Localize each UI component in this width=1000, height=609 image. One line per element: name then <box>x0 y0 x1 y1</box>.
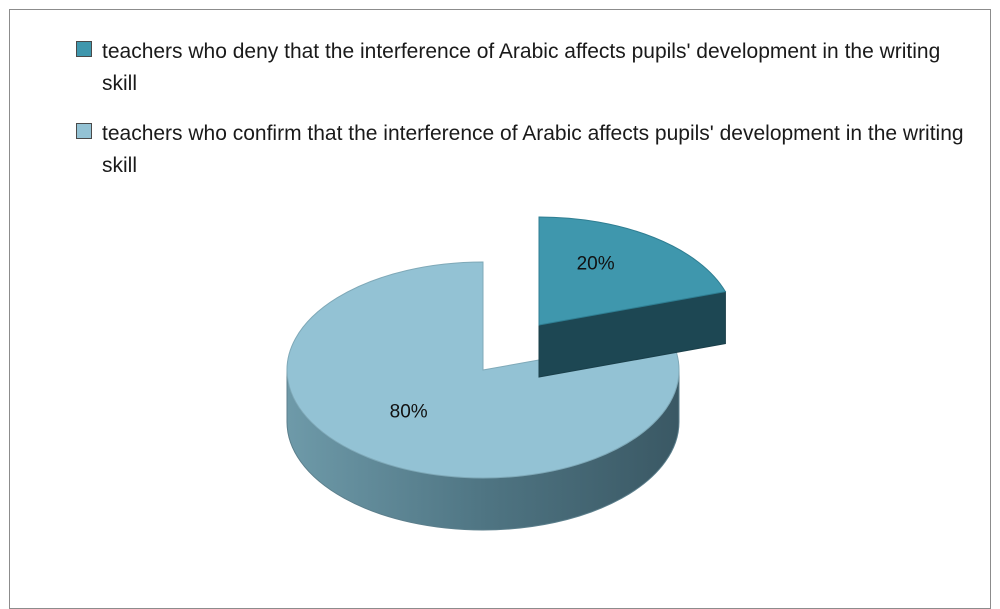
chart-legend: teachers who deny that the interference … <box>72 36 972 200</box>
legend-swatch-deny <box>76 41 92 57</box>
legend-label-confirm: teachers who confirm that the interferen… <box>102 122 964 177</box>
data-label-deny: 20% <box>577 253 615 274</box>
legend-item-confirm: teachers who confirm that the interferen… <box>72 118 972 182</box>
pie-slice-deny <box>538 216 727 326</box>
data-label-confirm: 80% <box>390 402 428 423</box>
legend-label-deny: teachers who deny that the interference … <box>102 40 941 95</box>
legend-item-deny: teachers who deny that the interference … <box>72 36 972 100</box>
pie-slice-confirm <box>286 261 680 479</box>
legend-swatch-confirm <box>76 123 92 139</box>
